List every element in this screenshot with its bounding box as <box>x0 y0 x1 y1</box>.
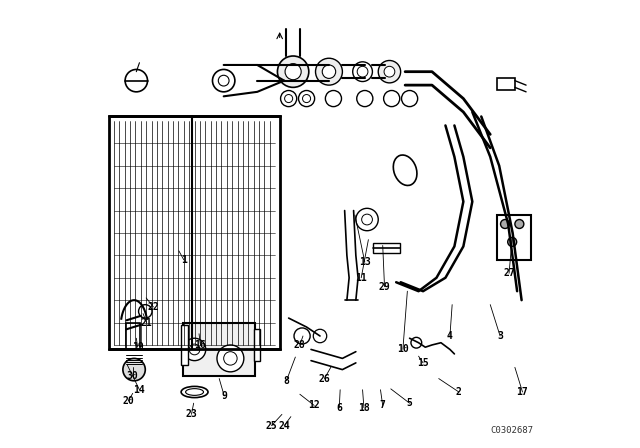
Ellipse shape <box>181 386 208 398</box>
Bar <box>184 323 255 376</box>
Circle shape <box>384 66 395 77</box>
Ellipse shape <box>186 388 204 396</box>
Circle shape <box>515 220 524 228</box>
Text: 30: 30 <box>127 371 139 381</box>
Circle shape <box>411 337 422 348</box>
Circle shape <box>280 90 297 107</box>
Circle shape <box>500 220 509 228</box>
Circle shape <box>212 69 235 92</box>
Text: 24: 24 <box>278 421 290 431</box>
Text: 1: 1 <box>181 255 187 265</box>
Bar <box>373 243 400 253</box>
Text: 5: 5 <box>406 398 413 408</box>
Circle shape <box>285 95 292 103</box>
Circle shape <box>508 237 516 246</box>
Circle shape <box>285 64 301 80</box>
Circle shape <box>303 95 310 103</box>
Circle shape <box>139 305 152 318</box>
Text: 14: 14 <box>134 385 145 395</box>
Text: 25: 25 <box>266 421 278 431</box>
Circle shape <box>218 75 229 86</box>
Circle shape <box>362 214 372 225</box>
Text: 13: 13 <box>359 257 371 267</box>
Circle shape <box>383 90 400 107</box>
Circle shape <box>356 90 373 107</box>
Bar <box>497 78 515 90</box>
Circle shape <box>356 208 378 231</box>
Text: 23: 23 <box>186 409 197 419</box>
Circle shape <box>357 66 368 77</box>
Text: 9: 9 <box>221 391 227 401</box>
Bar <box>497 215 531 260</box>
Text: 20: 20 <box>122 396 134 406</box>
Text: 28: 28 <box>294 340 306 350</box>
Text: 21: 21 <box>141 318 152 327</box>
Text: 15: 15 <box>417 358 429 368</box>
Circle shape <box>278 56 309 87</box>
Bar <box>127 323 140 349</box>
Circle shape <box>298 90 315 107</box>
Circle shape <box>316 58 342 85</box>
Circle shape <box>323 65 336 78</box>
Circle shape <box>224 352 237 365</box>
Circle shape <box>325 90 342 107</box>
Text: 7: 7 <box>380 401 386 410</box>
Bar <box>253 329 260 361</box>
Text: 10: 10 <box>397 345 409 354</box>
Circle shape <box>125 69 148 92</box>
Text: 3: 3 <box>497 331 503 341</box>
Text: 4: 4 <box>447 331 453 341</box>
Circle shape <box>314 329 327 343</box>
Text: 11: 11 <box>355 273 367 283</box>
Text: 8: 8 <box>284 376 289 386</box>
Circle shape <box>401 90 418 107</box>
Text: 2: 2 <box>456 387 462 397</box>
Text: 29: 29 <box>379 282 390 292</box>
Ellipse shape <box>394 155 417 185</box>
Bar <box>109 116 280 349</box>
Circle shape <box>189 344 200 355</box>
Circle shape <box>294 328 310 344</box>
Text: 26: 26 <box>319 374 330 383</box>
Text: 17: 17 <box>516 387 529 397</box>
Text: 22: 22 <box>147 302 159 312</box>
Text: 27: 27 <box>503 268 515 278</box>
Text: 18: 18 <box>358 403 370 413</box>
Circle shape <box>123 358 145 381</box>
Text: 16: 16 <box>195 340 206 350</box>
Text: C0302687: C0302687 <box>490 426 533 435</box>
Text: 12: 12 <box>308 401 320 410</box>
Circle shape <box>184 338 206 361</box>
Circle shape <box>353 62 372 82</box>
Bar <box>181 325 188 365</box>
Circle shape <box>217 345 244 372</box>
Circle shape <box>378 60 401 83</box>
Text: 19: 19 <box>132 342 143 352</box>
Text: 6: 6 <box>337 403 342 413</box>
